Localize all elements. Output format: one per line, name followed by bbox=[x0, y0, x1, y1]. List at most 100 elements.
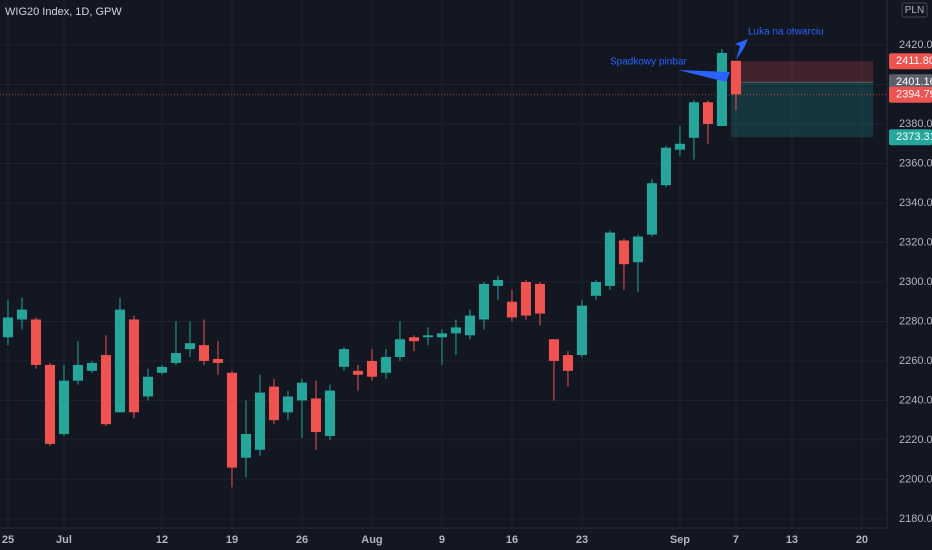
candle-body bbox=[604, 232, 615, 286]
candle-body bbox=[394, 339, 406, 358]
candle-body bbox=[282, 396, 294, 413]
x-tick-label: 23 bbox=[576, 534, 588, 546]
candle-body bbox=[254, 392, 266, 450]
candle-body bbox=[422, 335, 434, 338]
annotation-arrow bbox=[735, 39, 748, 60]
candle-body bbox=[380, 357, 392, 373]
candle-body bbox=[408, 337, 420, 342]
price-label-box bbox=[889, 53, 932, 70]
x-tick-label: 19 bbox=[226, 534, 238, 546]
candle-body bbox=[170, 353, 182, 363]
candle-body bbox=[646, 183, 657, 235]
candle-body bbox=[548, 339, 559, 361]
candle-body bbox=[30, 319, 42, 365]
x-tick-label: 16 bbox=[506, 534, 518, 546]
candle-body bbox=[506, 301, 517, 318]
candle-body bbox=[296, 382, 308, 401]
candle-body bbox=[688, 102, 699, 138]
candle-body bbox=[156, 366, 168, 373]
candle-body bbox=[576, 305, 587, 356]
currency-button[interactable] bbox=[901, 2, 928, 18]
price-label: 2373.31 bbox=[896, 131, 932, 143]
y-tick-label: 2240.00 bbox=[899, 394, 932, 406]
candle-body bbox=[534, 283, 545, 314]
x-tick-label: 7 bbox=[733, 534, 739, 546]
candle-body bbox=[72, 364, 84, 381]
candle-body bbox=[198, 345, 210, 361]
y-tick-label: 2300.00 bbox=[899, 276, 932, 288]
candle-body bbox=[352, 370, 364, 375]
candle-body bbox=[86, 362, 98, 371]
x-tick-label: Jul bbox=[56, 534, 72, 546]
y-tick-label: 2200.00 bbox=[899, 473, 932, 485]
y-tick-label: 2340.00 bbox=[899, 197, 932, 209]
y-tick-label: 2360.00 bbox=[899, 157, 932, 169]
candle-body bbox=[128, 319, 140, 413]
candle-body bbox=[716, 52, 727, 126]
price-label-box bbox=[889, 74, 932, 91]
x-tick-label: 13 bbox=[786, 534, 798, 546]
candle-body bbox=[58, 380, 70, 435]
price-label: 2411.80 bbox=[896, 55, 932, 67]
candle-body bbox=[618, 240, 629, 265]
candle-body bbox=[100, 355, 112, 425]
candle-body bbox=[450, 327, 461, 334]
annotation-arrow bbox=[678, 70, 730, 82]
candle-body bbox=[366, 360, 378, 377]
candle-body bbox=[2, 317, 14, 338]
y-tick-label: 2180.00 bbox=[899, 513, 932, 525]
candle-body bbox=[520, 281, 531, 316]
y-tick-label: 2420.00 bbox=[899, 39, 932, 51]
candle-body bbox=[338, 349, 350, 367]
candle-body bbox=[268, 386, 280, 421]
price-label: 2401.16 bbox=[896, 76, 932, 88]
candle-body bbox=[674, 143, 685, 150]
x-tick-label: 20 bbox=[856, 534, 868, 546]
x-tick-label: 12 bbox=[156, 534, 168, 546]
y-tick-label: 2220.00 bbox=[899, 434, 932, 446]
candle-body bbox=[464, 315, 475, 336]
chart-title: WIG20 Index, 1D, GPW bbox=[5, 6, 122, 18]
candle-body bbox=[478, 283, 489, 320]
candle-body bbox=[562, 355, 573, 371]
x-tick-label: 9 bbox=[439, 534, 445, 546]
candle-body bbox=[16, 309, 28, 320]
candle-body bbox=[632, 236, 643, 263]
candle-body bbox=[702, 102, 713, 125]
currency[interactable]: PLN bbox=[905, 5, 924, 16]
candle-body bbox=[436, 333, 447, 338]
candle-body bbox=[114, 309, 126, 413]
candle-body bbox=[324, 390, 336, 436]
candle-body bbox=[240, 434, 252, 458]
position-tool bbox=[0, 61, 887, 138]
candle-body bbox=[212, 358, 224, 363]
price-label-box bbox=[889, 129, 932, 146]
annotation: Luka na otwarciu bbox=[748, 27, 824, 38]
y-tick-label: 2380.00 bbox=[899, 118, 932, 130]
y-tick-label: 2260.00 bbox=[899, 355, 932, 367]
x-tick-label: 26 bbox=[296, 534, 308, 546]
candle-body bbox=[590, 281, 601, 296]
price-label: 2394.79 bbox=[896, 89, 932, 101]
x-tick-label: Aug bbox=[361, 534, 382, 546]
y-tick-label: 2320.00 bbox=[899, 236, 932, 248]
risk-zone bbox=[730, 61, 874, 83]
candles bbox=[2, 48, 741, 488]
x-tick-label: Sep bbox=[670, 534, 690, 546]
price-label-box bbox=[889, 86, 932, 103]
candle-body bbox=[44, 364, 56, 444]
candle-body bbox=[226, 372, 238, 468]
candle-body bbox=[142, 376, 154, 397]
candle-body bbox=[184, 343, 196, 350]
annotation: Spadkowy pinbar bbox=[610, 57, 687, 68]
grid bbox=[0, 0, 887, 528]
candle-body bbox=[310, 398, 322, 433]
candle-body bbox=[730, 60, 741, 95]
x-tick-label: 25 bbox=[2, 534, 14, 546]
candle-body bbox=[660, 147, 671, 186]
reward-zone bbox=[730, 82, 874, 138]
candle-body bbox=[492, 279, 503, 286]
